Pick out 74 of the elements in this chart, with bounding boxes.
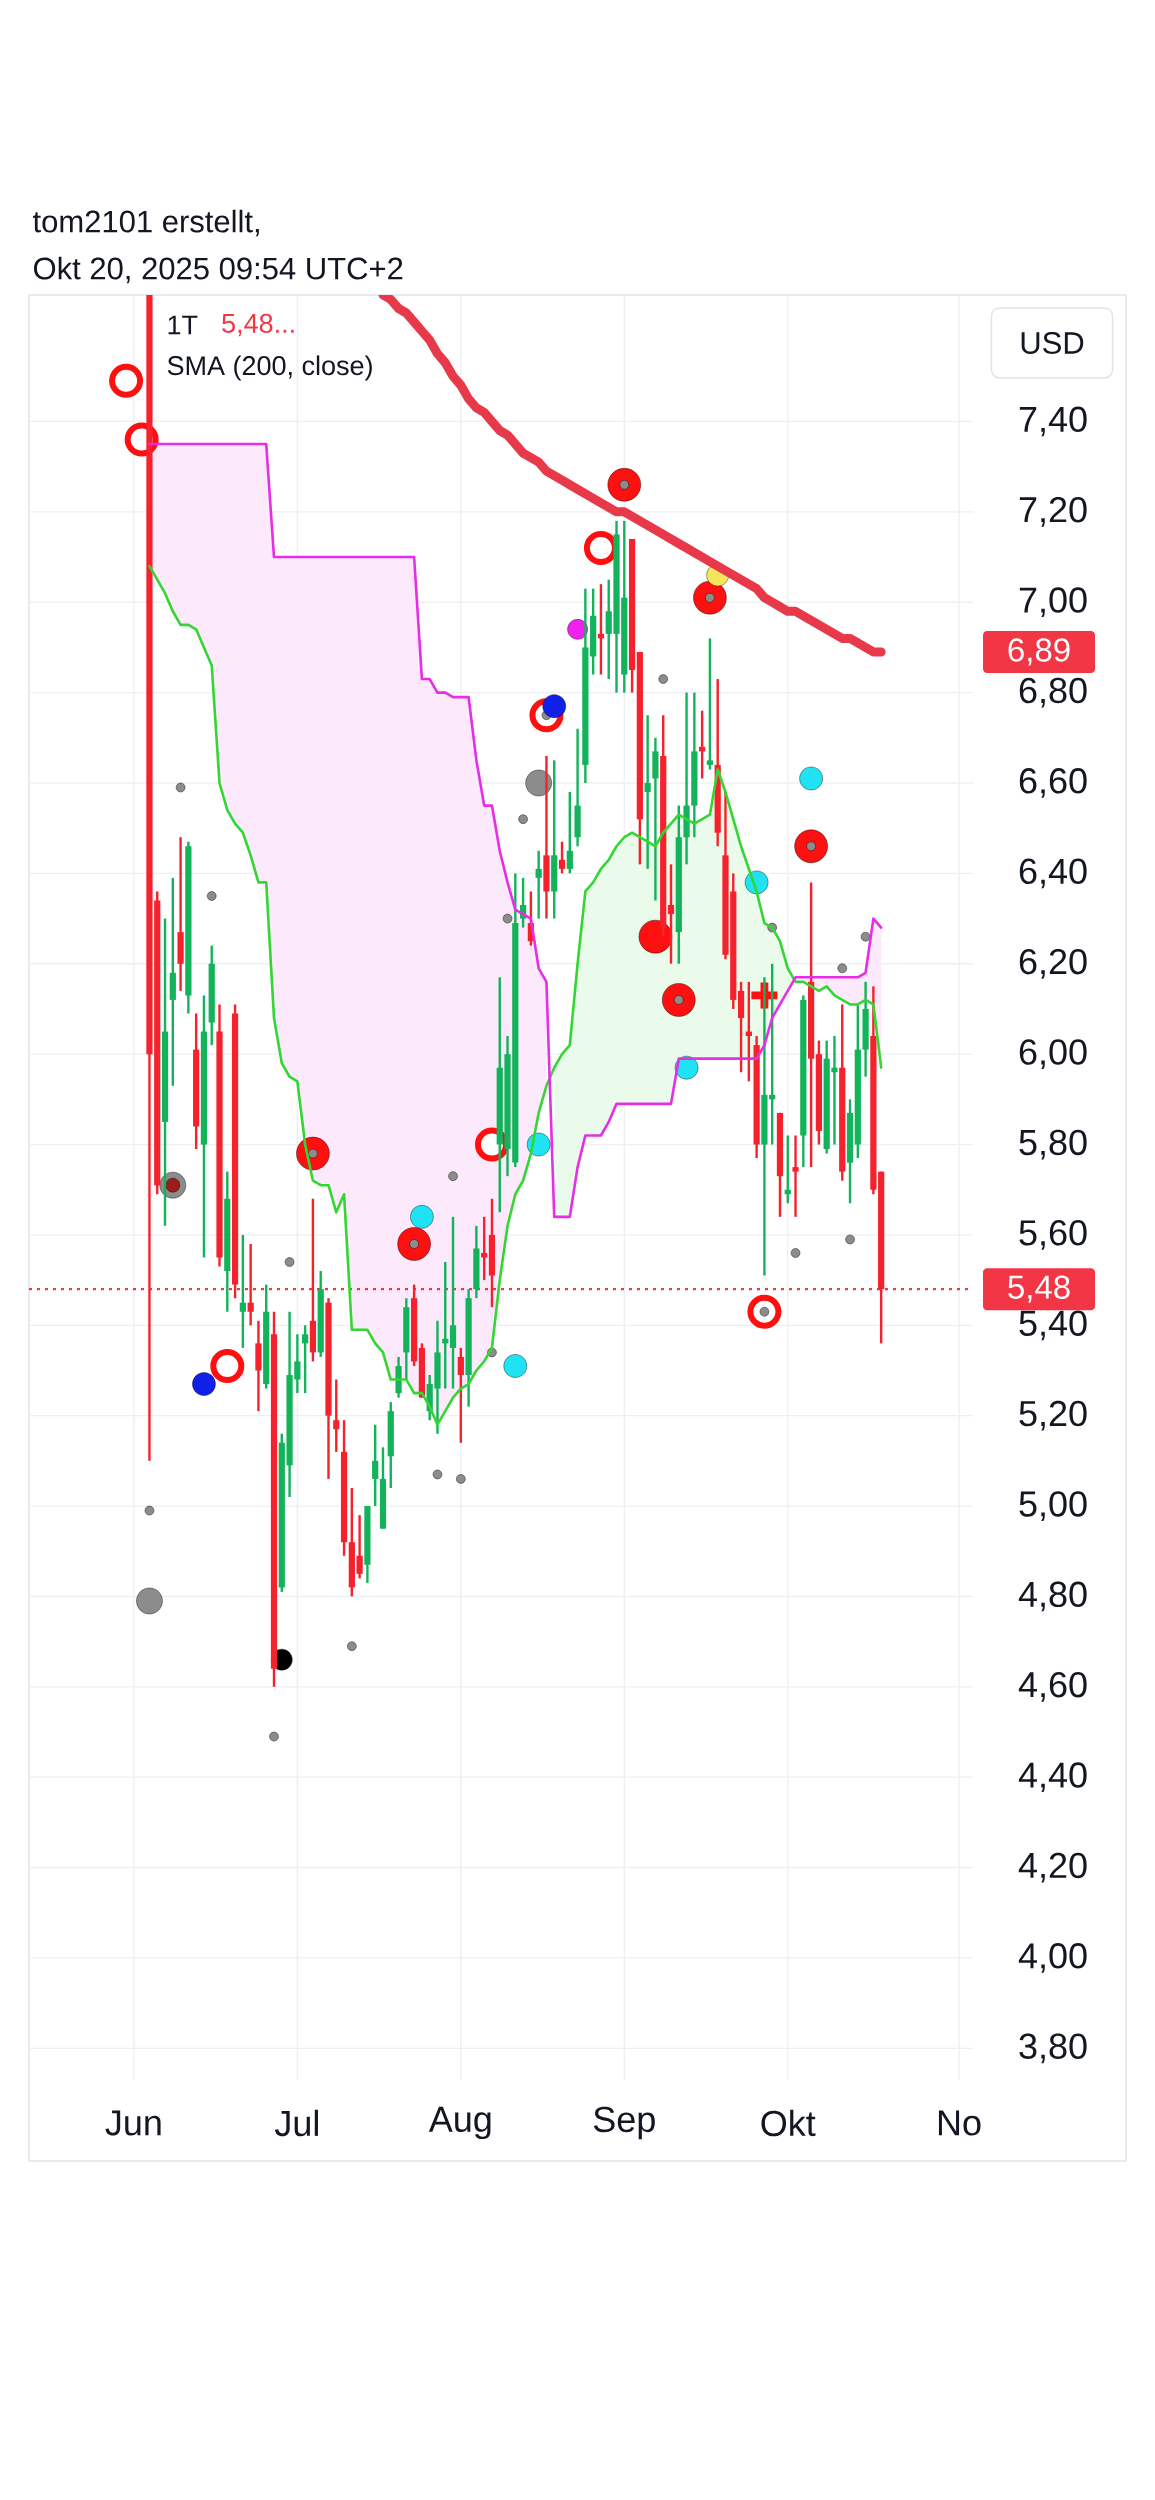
candlestick: [356, 1513, 363, 1580]
text: tom2101 erstellt,: [32, 209, 259, 237]
point: [638, 919, 673, 954]
candlestick: [558, 840, 566, 875]
candlestick: [667, 863, 675, 965]
point: [799, 766, 823, 791]
x-tick-label: Sep: [593, 2106, 655, 2140]
text: 1T: [168, 315, 198, 335]
y-tick-label: 5,00: [1019, 1491, 1087, 1521]
text: Okt 20, 2025 09:54 UTC+2: [33, 256, 403, 284]
candlestick: [333, 1378, 340, 1454]
point: [790, 1248, 801, 1258]
annotation: 5,48...: [222, 313, 294, 337]
point: [207, 891, 217, 901]
y-tick-label: 6,80: [1019, 677, 1087, 708]
point: [525, 769, 552, 797]
point: [502, 913, 513, 924]
y-tick-label: 6,60: [1019, 768, 1087, 798]
y-tick-label: 4,20: [1018, 1852, 1087, 1883]
point: [175, 782, 186, 793]
point: [456, 1474, 466, 1484]
candlestick: [239, 1233, 246, 1350]
point: [284, 1257, 295, 1267]
y-tick-label: 4,80: [1018, 1581, 1087, 1612]
point: [432, 1469, 443, 1480]
candlestick: [566, 790, 573, 875]
y-tick-label: 6,20: [1019, 948, 1087, 979]
y-tick-label: 7,40: [1019, 406, 1087, 437]
y-tick-label: 5,80: [1019, 1129, 1087, 1160]
y-tick-label: 5,40: [1019, 1310, 1087, 1341]
candlestick: [169, 876, 176, 1087]
point: [347, 1641, 357, 1651]
candlestick: [372, 1423, 379, 1508]
x-tick-label: Okt: [761, 2109, 816, 2137]
y-tick-label: 6,40: [1019, 858, 1087, 889]
candlestick: [706, 637, 714, 771]
candlestick: [449, 1215, 457, 1390]
y-tick-label: 4,00: [1018, 1943, 1087, 1973]
y-tick-label: 6,00: [1019, 1039, 1087, 1070]
candlestick: [644, 714, 651, 871]
ref-line-label: 5,48: [1008, 1275, 1070, 1303]
y-tick-label: 5,60: [1019, 1220, 1087, 1250]
point: [518, 814, 528, 824]
point: [845, 1234, 855, 1245]
point: [503, 1354, 528, 1378]
x-tick-label: Jun: [105, 2110, 161, 2136]
point: [410, 1205, 434, 1229]
point: [144, 1505, 155, 1516]
x-tick-label: Aug: [428, 2106, 491, 2140]
text: 6,89: [1008, 638, 1070, 666]
y-axis-title: USD: [1021, 332, 1084, 354]
y-tick-label: 4,40: [1018, 1762, 1087, 1793]
point: [192, 1372, 216, 1396]
point: [448, 1171, 458, 1181]
y-tick-label: 7,20: [1019, 496, 1087, 527]
candlestick: [302, 1324, 309, 1395]
annotation: SMA (200, close): [167, 355, 372, 381]
y-tick-label: 3,80: [1019, 2033, 1087, 2064]
y-tick-label: 7,00: [1019, 587, 1087, 618]
candlestick: [481, 1215, 488, 1282]
x-tick-label: Jul: [274, 2109, 318, 2137]
candlestick: [457, 1346, 464, 1444]
candlestick: [535, 849, 542, 920]
point: [210, 1348, 245, 1383]
point: [837, 963, 847, 973]
candlestick: [247, 1242, 254, 1327]
point: [658, 674, 668, 684]
point: [269, 1731, 279, 1742]
x-tick-label: No: [938, 2110, 981, 2136]
y-tick-label: 4,60: [1018, 1671, 1087, 1702]
y-tick-label: 5,20: [1019, 1400, 1087, 1431]
point: [136, 1587, 163, 1615]
point: [860, 931, 871, 942]
candlestick: [792, 1134, 799, 1219]
